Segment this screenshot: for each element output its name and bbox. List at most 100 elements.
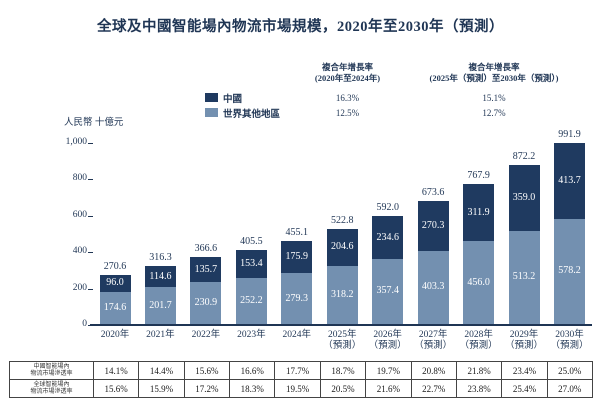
x-axis-category-label: 2021年: [132, 330, 188, 341]
bar-total-label: 270.6: [103, 260, 127, 272]
bar-rest-of-world-value-label: 513.2: [512, 271, 536, 283]
x-axis-category-line: 2026年: [373, 330, 402, 340]
legend-label-china: 中國: [223, 94, 243, 105]
y-tick-mark: [88, 288, 93, 290]
y-tick-label: 600: [72, 209, 87, 220]
bar-total-label: 592.0: [376, 202, 399, 214]
bar-segment-china: [235, 250, 267, 279]
table-value-cell: 19.7%: [366, 362, 412, 380]
china-series-swatch-icon: [205, 93, 218, 102]
bar-segment-china: [190, 257, 222, 282]
table-value-cell: 22.7%: [411, 380, 457, 398]
x-axis-category-line: 2024年: [282, 330, 312, 340]
chart-title: 全球及中國智能場內物流市場規模，2020年至2030年（預測）: [97, 19, 504, 35]
bar-china-value-label: 359.0: [512, 191, 536, 203]
y-tick-label: 0: [82, 319, 87, 329]
bar-segment-china: [417, 201, 449, 251]
bar-rest-of-world-value-label: 403.3: [421, 281, 445, 293]
table-row-label-line: 物流市場滲透率: [30, 370, 73, 377]
y-tick-mark: [88, 215, 93, 217]
bar-total-label: 991.9: [558, 129, 581, 141]
rest-of-world-cagr-2025-2030: 12.7%: [482, 107, 506, 118]
x-axis-category-label: 2028年 （預測）: [451, 330, 507, 352]
bar-segment-china: [326, 228, 358, 267]
bar-china-value-label: 114.6: [149, 270, 172, 282]
table-value-cell: 21.6%: [366, 380, 412, 398]
x-axis-category-line: 2030年: [555, 330, 584, 340]
bar-china-value-label: 234.6: [376, 231, 399, 243]
x-axis-category-line: （預測）: [459, 341, 498, 351]
x-axis-category-line: （預測）: [323, 341, 362, 351]
x-axis-category-label: 2020年: [87, 330, 143, 341]
y-tick-mark: [88, 143, 93, 144]
bar-china-value-label: 135.7: [194, 263, 218, 275]
bar-segment-rest-of-world: [99, 292, 131, 324]
table-value-cell: 15.6%: [184, 362, 231, 380]
bar-china-value-label: 204.6: [331, 241, 354, 253]
y-tick-mark: [88, 179, 93, 181]
x-axis-category-line: 2020年: [100, 330, 130, 340]
table-value-cell: 20.8%: [411, 362, 457, 380]
table-value-cell: 25.4%: [502, 380, 548, 398]
cagr-header-2020-2024: 複合年增長率 (2020年至2024年): [305, 62, 390, 84]
table-value-cell: 14.1%: [94, 362, 140, 380]
x-axis-category-line: 2029年: [509, 330, 539, 340]
bar-rest-of-world-value-label: 201.7: [149, 299, 172, 311]
bar-segment-rest-of-world: [281, 273, 313, 324]
table-value-cell: 21.8%: [456, 362, 503, 380]
bar-segment-china: [281, 241, 313, 274]
bar-segment-rest-of-world: [144, 287, 176, 324]
bar-rest-of-world-value-label: 357.4: [376, 285, 399, 297]
x-axis-category-line: 2023年: [237, 330, 266, 340]
y-tick-mark: [88, 252, 93, 254]
table-value-cell: 18.3%: [230, 380, 276, 398]
x-axis-category-label: 2027年 （預測）: [405, 330, 461, 352]
y-tick-label: 400: [72, 246, 87, 257]
bar-rest-of-world-value-label: 174.6: [103, 302, 127, 314]
x-axis-category-label: 2026年 （預測）: [360, 330, 416, 352]
rest-of-world-cagr-2020-2024: 12.5%: [335, 107, 360, 118]
bar-segment-china: [372, 216, 404, 259]
x-axis-category-line: 2025年: [327, 330, 357, 340]
cagr-header-2020-2024-line1: 複合年增長率: [321, 62, 373, 72]
legend-label-rest-of-world: 世界其他地區: [223, 109, 281, 120]
bar-total-label: 366.6: [194, 243, 218, 255]
bar-segment-china: [463, 184, 495, 241]
table-row-label-line: 物流市場滲透率: [30, 388, 73, 395]
bar-segment-china: [508, 165, 540, 231]
bar-total-label: 316.3: [149, 252, 172, 264]
table-value-cell: 18.7%: [320, 362, 367, 380]
legend-row-china: 中國 16.3% 15.1%: [205, 90, 598, 105]
bar-segment-china: [144, 266, 176, 288]
table-value-cell: 17.2%: [184, 380, 231, 398]
plot-area: 1,000 800 600 400 200 0 270.6 96.0 174.6 2020年 316…: [66, 129, 592, 351]
bar-total-label: 405.5: [240, 236, 263, 248]
table-row-label-line: 全球智能場內: [33, 382, 70, 388]
bar-segment-rest-of-world: [372, 258, 404, 324]
x-axis-category-line: 2027年: [418, 330, 448, 340]
china-cagr-2025-2030: 15.1%: [482, 92, 506, 103]
cagr-header-row: 複合年增長率 (2020年至2024年) 複合年增長率 (2025年（預測）至2…: [205, 62, 598, 84]
y-tick-label: 800: [72, 173, 87, 184]
bar-segment-rest-of-world: [235, 278, 267, 324]
bar-china-value-label: 270.3: [421, 220, 445, 231]
cagr-legend: 複合年增長率 (2020年至2024年) 複合年增長率 (2025年（預測）至2…: [205, 62, 598, 120]
cagr-header-2020-2024-line2: (2020年至2024年): [314, 73, 381, 83]
x-axis-category-label: 2029年 （預測）: [496, 330, 552, 352]
table-value-cell: 19.5%: [275, 380, 321, 398]
table-value-cell: 23.8%: [456, 380, 503, 398]
bar-china-value-label: 96.0: [106, 277, 124, 289]
bar-total-label: 673.6: [421, 187, 445, 199]
bar-segment-rest-of-world: [326, 266, 358, 324]
y-tick-mark: [88, 325, 93, 326]
x-axis-category-label: 2023年: [223, 330, 279, 341]
legend-row-rest-of-world: 世界其他地區 12.5% 12.7%: [205, 105, 598, 120]
bar-rest-of-world-value-label: 578.2: [558, 265, 581, 277]
china-cagr-2020-2024: 16.3%: [335, 92, 360, 103]
table-row-label: 全球智能場內 物流市場滲透率: [10, 380, 94, 398]
table-value-cell: 23.4%: [502, 362, 548, 380]
cagr-header-2025-2030-line2: (2025年（預測）至2030年（預測）): [429, 73, 559, 83]
cagr-header-2025-2030: 複合年增長率 (2025年（預測）至2030年（預測）): [390, 62, 598, 84]
bar-rest-of-world-value-label: 456.0: [467, 276, 490, 288]
